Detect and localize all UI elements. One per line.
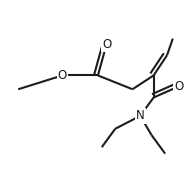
Text: O: O <box>174 80 183 93</box>
Text: N: N <box>136 109 145 122</box>
Text: O: O <box>58 69 67 82</box>
Text: O: O <box>102 38 111 51</box>
